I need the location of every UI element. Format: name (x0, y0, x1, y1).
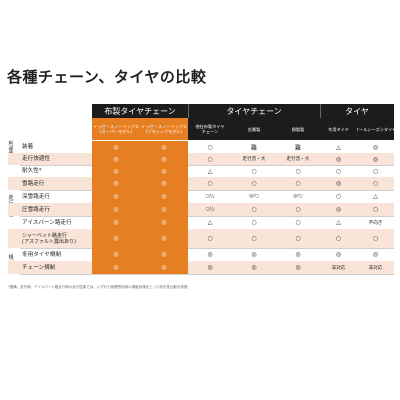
table-cell: ◎/○ (293, 194, 303, 199)
table-cell: ◎ (140, 153, 188, 165)
table-cell: ○ (372, 180, 379, 187)
table-cell: ◎ (335, 180, 342, 187)
table-cell: ◎ (140, 216, 188, 229)
table-cell: △ (336, 143, 341, 151)
table-cell: ◎ (372, 143, 379, 151)
table-cell: ◎ (92, 261, 140, 274)
table-cell: ○ (295, 167, 301, 175)
row-label: 雪路走行 (22, 180, 45, 187)
column-header: 他社布製タイヤ チェーン (188, 118, 232, 140)
table-cell: 走行音・大 (242, 157, 266, 162)
table-cell: ○ (295, 180, 301, 187)
table-cell: △ (207, 167, 213, 175)
column-header: 冬用タイヤ (320, 118, 357, 140)
group-header-cloth-chain: 布製タイヤチェーン (92, 104, 188, 118)
table-cell: ○ (295, 206, 301, 213)
table-cell: ○ (251, 219, 257, 226)
row-divider (20, 274, 394, 275)
table-cell: ○ (207, 235, 213, 242)
row-label: 装着 (22, 144, 34, 150)
table-cell: ◎ (207, 264, 213, 271)
table-cell: ○ (372, 206, 379, 213)
table-cell: ◎ (140, 177, 188, 190)
table-cell: ○ (295, 235, 301, 242)
table-cell: 非対応 (368, 265, 383, 271)
table-cell: ○ (207, 143, 213, 151)
table-cell: ◎ (92, 190, 140, 203)
table-cell: ◎ (335, 155, 342, 163)
table-cell: ◎ (92, 153, 140, 165)
table-cell: ◎ (372, 251, 379, 258)
table-cell: ◎ (92, 165, 140, 177)
column-header: 金属製 (232, 118, 276, 140)
table-cell: ◎ (92, 229, 140, 248)
column-header: イッセ・スノーソックス (クラシックモデル) (140, 118, 188, 140)
table-cell: ○ (335, 235, 342, 242)
row-label: 走行快適性 (22, 156, 50, 162)
row-label: チェーン規制 (22, 264, 56, 271)
table-cell: ◎ (251, 264, 257, 271)
group-header-tire: タイヤ (320, 104, 394, 118)
table-cell: ○ (251, 180, 257, 187)
table-cell: 不向き (368, 220, 383, 226)
table-cell: ○ (251, 235, 257, 242)
table-cell: ○ (335, 167, 342, 175)
table-cell: ◎ (140, 141, 188, 153)
column-header: イッセ・スノーソックス (スーパーモデル) (92, 118, 140, 140)
table-cell: ○ (251, 167, 257, 175)
table-cell: ◎ (92, 177, 140, 190)
row-divider (20, 165, 394, 166)
table-cell: ◎ (335, 206, 342, 213)
table-cell: ○ (207, 155, 213, 163)
table-cell: ◎ (92, 203, 140, 216)
table-cell: ◎ (207, 251, 213, 258)
table-cell: ○/△ (205, 194, 215, 199)
table-cell: ○ (295, 219, 301, 226)
table-cell: ○ (207, 180, 213, 187)
table-cell: ◎ (140, 229, 188, 248)
footnote: *整備、走行時、アイスバーン路走行時の走行性能では、いずれも指標的利用の運転評価… (8, 285, 188, 289)
table-cell: ◎ (92, 216, 140, 229)
table-cell: ◎ (140, 261, 188, 274)
table-cell: ○ (372, 167, 379, 175)
table-cell: ◎/○ (249, 194, 259, 199)
table-cell: ◎ (295, 264, 301, 271)
table-cell: ◎ (140, 203, 188, 216)
table-cell: ◎ (140, 248, 188, 261)
page-title: 各種チェーン、タイヤの比較 (7, 68, 207, 86)
row-label: 冬用タイヤ規制 (22, 251, 61, 258)
table-cell: ○/△ (205, 207, 215, 212)
row-divider (20, 190, 394, 191)
column-header: オールシーズンタイヤ (357, 118, 394, 140)
table-cell: ○ (335, 193, 342, 200)
table-cell: △ (207, 219, 213, 226)
row-label: 耐久性* (22, 168, 42, 174)
table-cell: 走行音・大 (286, 157, 310, 162)
row-label: 圧雪路走行 (22, 206, 50, 213)
group-header-tire-chain: タイヤチェーン (188, 104, 320, 118)
table-cell: ○ (251, 206, 257, 213)
table-cell: 非対応 (331, 265, 346, 271)
row-label: 深雪路走行 (22, 193, 50, 200)
table-cell: ◎ (335, 251, 342, 258)
table-cell: 難 (250, 144, 257, 152)
table-cell: ◎ (372, 155, 379, 163)
column-header: 樹脂製 (276, 118, 320, 140)
table-cell: ◎ (251, 251, 257, 258)
row-label: シャーベット路走行 (アスファルト露出あり) (22, 232, 76, 245)
table-cell: △ (373, 193, 378, 200)
table-cell: ○ (372, 235, 379, 242)
table-cell: ◎ (92, 248, 140, 261)
table-cell: ◎ (140, 190, 188, 203)
row-divider (20, 248, 394, 249)
table-cell: ◎ (92, 141, 140, 153)
table-cell: ◎ (295, 251, 301, 258)
table-cell: ◎ (140, 165, 188, 177)
row-label: アイスバーン路走行 (22, 219, 72, 226)
row-divider (20, 216, 394, 217)
table-cell: 難 (294, 144, 301, 152)
table-cell: △ (336, 219, 341, 226)
